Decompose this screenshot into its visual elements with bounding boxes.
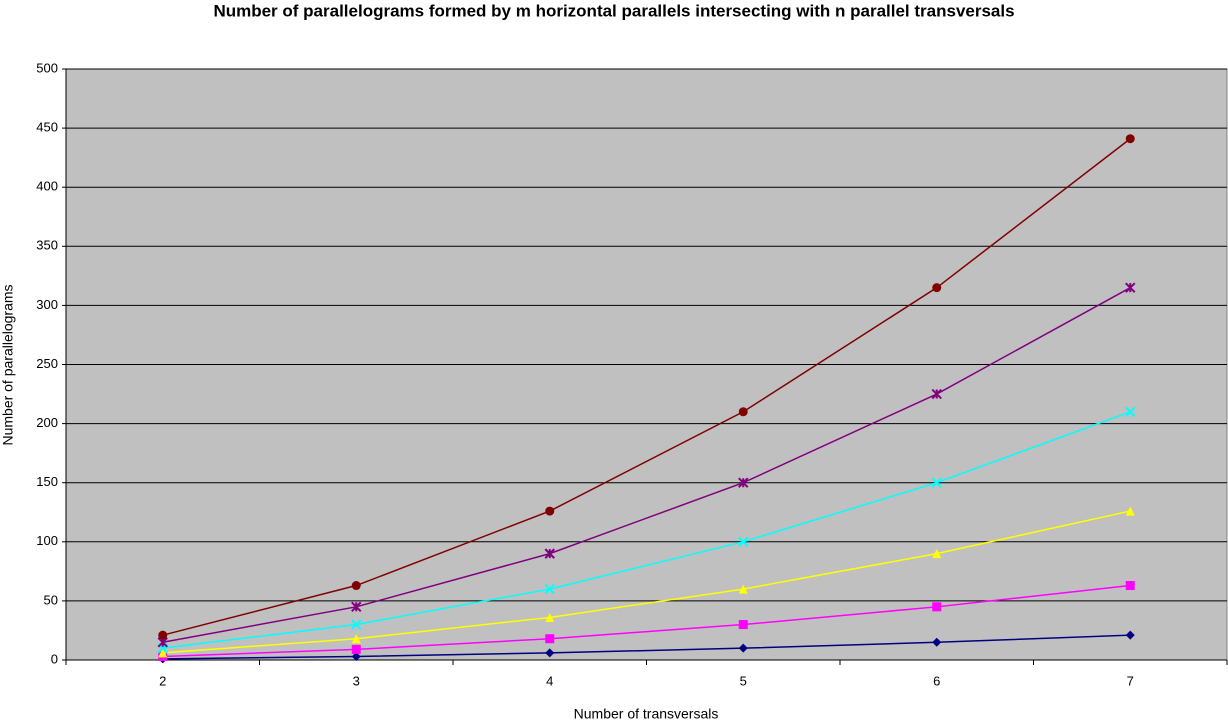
marker — [738, 584, 748, 594]
marker — [1125, 134, 1135, 144]
marker — [158, 648, 168, 658]
y-axis-title: Number of parallelograms — [0, 284, 16, 445]
y-tick-label: 50 — [44, 592, 58, 607]
y-tick-label: 100 — [36, 533, 58, 548]
y-tick-label: 350 — [36, 238, 58, 253]
chart-title: Number of parallelograms formed by m hor… — [213, 1, 1014, 20]
marker — [351, 581, 361, 591]
marker — [738, 536, 749, 548]
marker — [931, 477, 942, 488]
marker — [932, 637, 942, 647]
marker — [351, 634, 361, 644]
marker — [351, 651, 361, 661]
marker — [545, 612, 555, 622]
x-axis-title: Number of transversals — [574, 706, 719, 722]
x-tick-label: 6 — [933, 673, 940, 688]
marker — [738, 643, 748, 653]
marker — [738, 620, 748, 630]
marker — [545, 506, 555, 516]
marker — [158, 630, 168, 640]
marker — [931, 388, 942, 400]
marker — [1125, 630, 1135, 640]
marker — [1125, 506, 1135, 516]
marker — [1125, 406, 1136, 417]
marker — [738, 477, 749, 488]
marker — [351, 601, 362, 613]
y-tick-label: 0 — [51, 651, 58, 666]
series-line — [162, 411, 1131, 649]
y-tick-label: 250 — [36, 356, 58, 371]
x-tick-label: 5 — [740, 673, 747, 688]
marker — [545, 648, 555, 658]
series-line — [162, 584, 1131, 658]
series-line — [162, 138, 1131, 636]
series-line — [162, 510, 1131, 654]
marker — [544, 583, 555, 595]
marker — [351, 644, 361, 654]
marker — [932, 283, 942, 293]
y-tick-label: 300 — [36, 297, 58, 312]
y-tick-label: 400 — [36, 179, 58, 194]
marker — [738, 407, 748, 417]
y-tick-label: 500 — [36, 60, 58, 75]
marker — [545, 634, 555, 644]
marker — [544, 548, 555, 559]
marker — [932, 549, 942, 559]
x-tick-label: 7 — [1127, 673, 1134, 688]
y-tick-label: 200 — [36, 415, 58, 430]
marker — [1125, 282, 1136, 293]
series-line — [162, 287, 1131, 644]
x-tick-label: 2 — [159, 673, 166, 688]
marker — [932, 602, 942, 612]
series-line — [162, 634, 1131, 660]
marker — [1125, 581, 1135, 591]
x-tick-label: 4 — [546, 673, 553, 688]
y-tick-label: 450 — [36, 120, 58, 135]
marker — [351, 619, 362, 630]
x-tick-label: 3 — [353, 673, 360, 688]
y-tick-label: 150 — [36, 474, 58, 489]
